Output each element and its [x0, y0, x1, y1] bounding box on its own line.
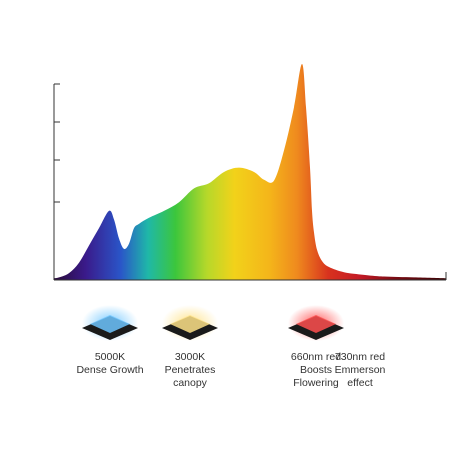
- led-label: 3000K Penetrates canopy: [135, 351, 245, 390]
- x-axis: [54, 272, 447, 281]
- led-icon: [162, 305, 218, 341]
- led-label-line: effect: [347, 377, 373, 389]
- spectrum-area: [54, 64, 446, 280]
- led-label-line: 730nm red: [334, 351, 386, 363]
- led-panel: [170, 315, 210, 333]
- y-axis: [53, 83, 60, 280]
- led-label: 5000K Dense Growth: [55, 351, 165, 377]
- led-panel: [296, 315, 336, 333]
- led-label: 730nm red Emmerson effect: [305, 351, 415, 390]
- led-label-line: 3000K: [174, 351, 206, 363]
- led-label: 660nm red Boosts Flowering: [261, 351, 371, 390]
- led-icon: [82, 305, 138, 341]
- led-icon: [288, 305, 344, 341]
- led-label-line: Flowering: [293, 377, 339, 389]
- led-label-line: Dense Growth: [76, 364, 144, 376]
- led-label-line: 660nm red: [290, 351, 342, 363]
- led-label-line: Emmerson: [334, 364, 386, 376]
- led-label-line: 5000K: [94, 351, 126, 363]
- led-label-line: Boosts: [299, 364, 333, 376]
- led-icons: [82, 305, 344, 341]
- led-label-line: canopy: [173, 377, 207, 389]
- led-label-line: Penetrates: [164, 364, 216, 376]
- led-panel: [90, 315, 130, 333]
